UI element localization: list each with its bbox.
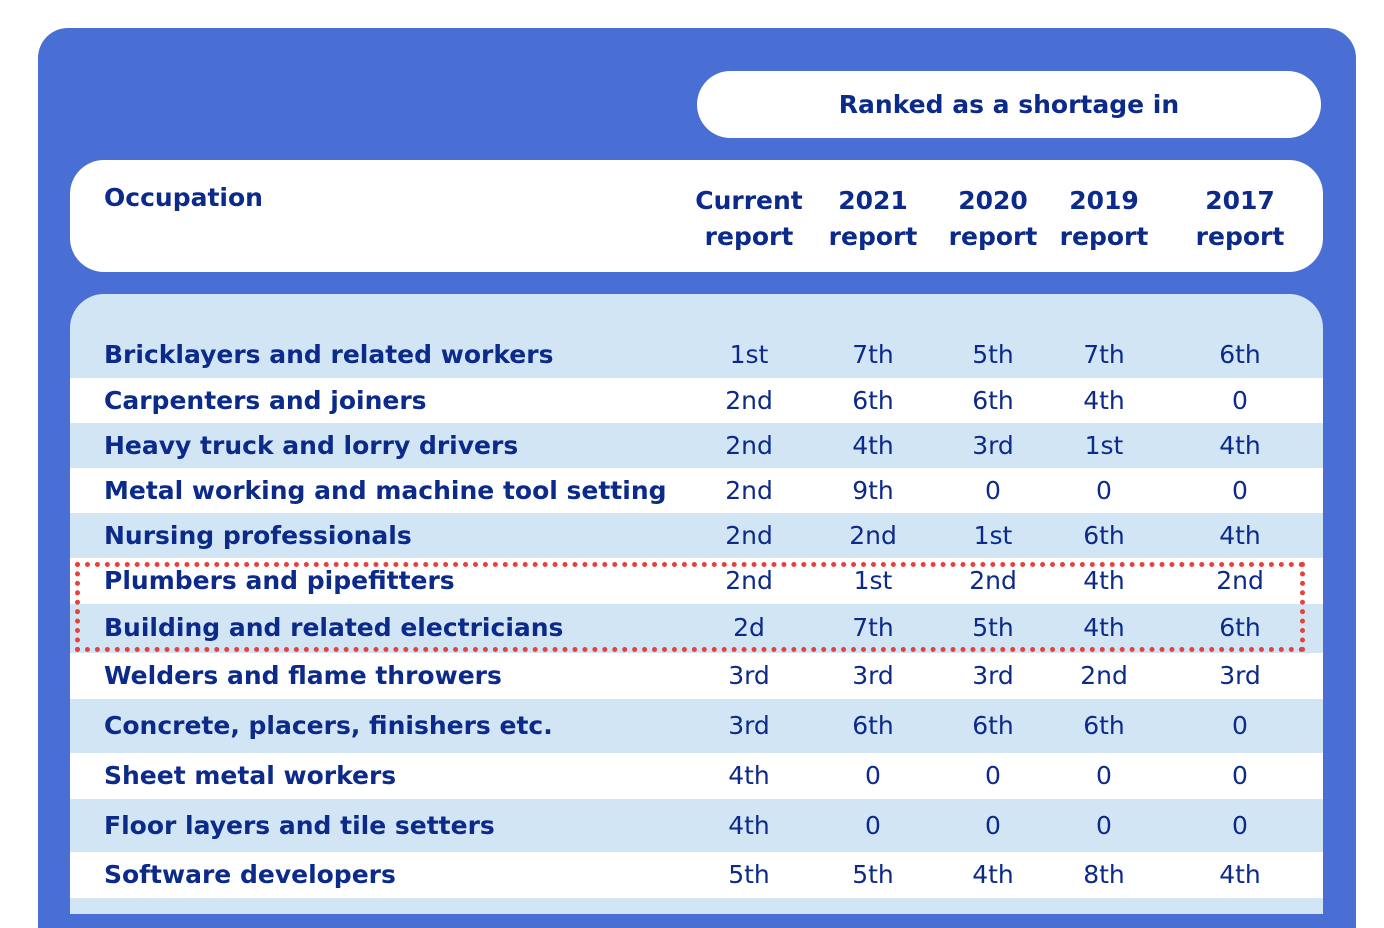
- occupation-cell: Heavy truck and lorry drivers: [104, 431, 519, 460]
- rank-cell: 3rd: [728, 711, 770, 740]
- rank-cell: 3rd: [852, 661, 894, 690]
- column-header-2020: 2020 report: [948, 186, 1038, 251]
- rank-cell: 4th: [1219, 431, 1261, 460]
- rank-cell: 0: [1232, 711, 1248, 740]
- column-header-card: [70, 160, 1323, 272]
- rank-cell: 6th: [1219, 340, 1261, 369]
- occupation-cell: Building and related electricians: [104, 613, 564, 642]
- rank-cell: 0: [1232, 811, 1248, 840]
- occupation-cell: Floor layers and tile setters: [104, 811, 495, 840]
- rank-cell: 5th: [852, 860, 894, 889]
- rank-cell: 0: [1096, 476, 1112, 505]
- occupation-cell: Software developers: [104, 860, 396, 889]
- table-row: Software developers 5th 5th 4th 8th 4th: [70, 852, 1323, 898]
- table-row: Carpenters and joiners 2nd 6th 6th 4th 0: [70, 378, 1323, 424]
- rank-cell: 0: [865, 811, 881, 840]
- table-row: Floor layers and tile setters 4th 0 0 0 …: [70, 803, 1323, 849]
- table-row: Sheet metal workers 4th 0 0 0 0: [70, 753, 1323, 799]
- table-body: Bricklayers and related workers 1st 7th …: [70, 294, 1323, 914]
- table-row: Metal working and machine tool setting 2…: [70, 468, 1323, 514]
- column-header-2021: 2021 report: [828, 186, 918, 251]
- occupation-cell: Welders and flame throwers: [104, 661, 502, 690]
- rank-cell: 2nd: [1216, 566, 1264, 595]
- rank-cell: 6th: [972, 386, 1014, 415]
- table-row: Heavy truck and lorry drivers 2nd 4th 3r…: [70, 423, 1323, 469]
- rank-cell: 2nd: [1080, 661, 1128, 690]
- rank-cell: 0: [985, 476, 1001, 505]
- rank-cell: 1st: [853, 566, 893, 595]
- rank-cell: 4th: [972, 860, 1014, 889]
- rank-cell: 2nd: [725, 566, 773, 595]
- rank-cell: 0: [1232, 476, 1248, 505]
- rank-cell: 4th: [1083, 386, 1125, 415]
- rank-cell: 3rd: [972, 661, 1014, 690]
- rank-cell: 0: [985, 761, 1001, 790]
- occupation-cell: Concrete, placers, finishers etc.: [104, 711, 553, 740]
- rank-cell: 5th: [728, 860, 770, 889]
- occupation-cell: Sheet metal workers: [104, 761, 397, 790]
- rank-cell: 2nd: [725, 431, 773, 460]
- table-row: Bricklayers and related workers 1st 7th …: [70, 332, 1323, 378]
- rank-cell: 0: [985, 811, 1001, 840]
- rank-cell: 4th: [728, 811, 770, 840]
- occupation-column-header: Occupation: [104, 183, 263, 212]
- rank-cell: 6th: [1083, 711, 1125, 740]
- rank-cell: 4th: [1219, 521, 1261, 550]
- rank-cell: 1st: [729, 340, 769, 369]
- rank-cell: 6th: [852, 711, 894, 740]
- table-row: Plumbers and pipefitters 2nd 1st 2nd 4th…: [70, 558, 1323, 604]
- rank-cell: 8th: [1083, 860, 1125, 889]
- rank-cell: 0: [865, 761, 881, 790]
- rank-cell: 5th: [972, 613, 1014, 642]
- occupation-cell: Plumbers and pipefitters: [104, 566, 455, 595]
- rank-cell: 2nd: [849, 521, 897, 550]
- rank-cell: 0: [1096, 761, 1112, 790]
- rank-cell: 4th: [1083, 613, 1125, 642]
- rank-cell: 6th: [972, 711, 1014, 740]
- occupation-cell: Carpenters and joiners: [104, 386, 427, 415]
- table-row: Welders and flame throwers 3rd 3rd 3rd 2…: [70, 653, 1323, 699]
- occupation-cell: Metal working and machine tool setting: [104, 476, 667, 505]
- column-header-2019: 2019 report: [1059, 186, 1149, 251]
- occupation-cell: Nursing professionals: [104, 521, 412, 550]
- rank-cell: 9th: [852, 476, 894, 505]
- rank-cell: 4th: [1219, 860, 1261, 889]
- rank-cell: 4th: [1083, 566, 1125, 595]
- table-row: Concrete, placers, finishers etc. 3rd 6t…: [70, 703, 1323, 749]
- rank-cell: 7th: [1083, 340, 1125, 369]
- ranked-header-label: Ranked as a shortage in: [838, 90, 1180, 119]
- rank-cell: 4th: [728, 761, 770, 790]
- rank-cell: 2nd: [725, 476, 773, 505]
- rank-cell: 6th: [1219, 613, 1261, 642]
- rank-cell: 6th: [852, 386, 894, 415]
- rank-cell: 2nd: [969, 566, 1017, 595]
- rank-cell: 0: [1096, 811, 1112, 840]
- table-row: Nursing professionals 2nd 2nd 1st 6th 4t…: [70, 513, 1323, 559]
- rank-cell: 3rd: [1219, 661, 1261, 690]
- rank-cell: 3rd: [972, 431, 1014, 460]
- ranked-header: Ranked as a shortage in: [697, 71, 1321, 138]
- rank-cell: 1st: [1084, 431, 1124, 460]
- column-header-2017: 2017 report: [1195, 186, 1285, 251]
- rank-cell: 3rd: [728, 661, 770, 690]
- rank-cell: 5th: [972, 340, 1014, 369]
- rank-cell: 1st: [973, 521, 1013, 550]
- rank-cell: 2nd: [725, 521, 773, 550]
- occupation-cell: Bricklayers and related workers: [104, 340, 554, 369]
- rank-cell: 7th: [852, 613, 894, 642]
- rank-cell: 2nd: [725, 386, 773, 415]
- rank-cell: 6th: [1083, 521, 1125, 550]
- table-row: Building and related electricians 2d 7th…: [70, 605, 1323, 651]
- rank-cell: 0: [1232, 761, 1248, 790]
- column-header-current: Current report: [695, 186, 803, 251]
- rank-cell: 0: [1232, 386, 1248, 415]
- rank-cell: 4th: [852, 431, 894, 460]
- rank-cell: 7th: [852, 340, 894, 369]
- rank-cell: 2d: [733, 613, 765, 642]
